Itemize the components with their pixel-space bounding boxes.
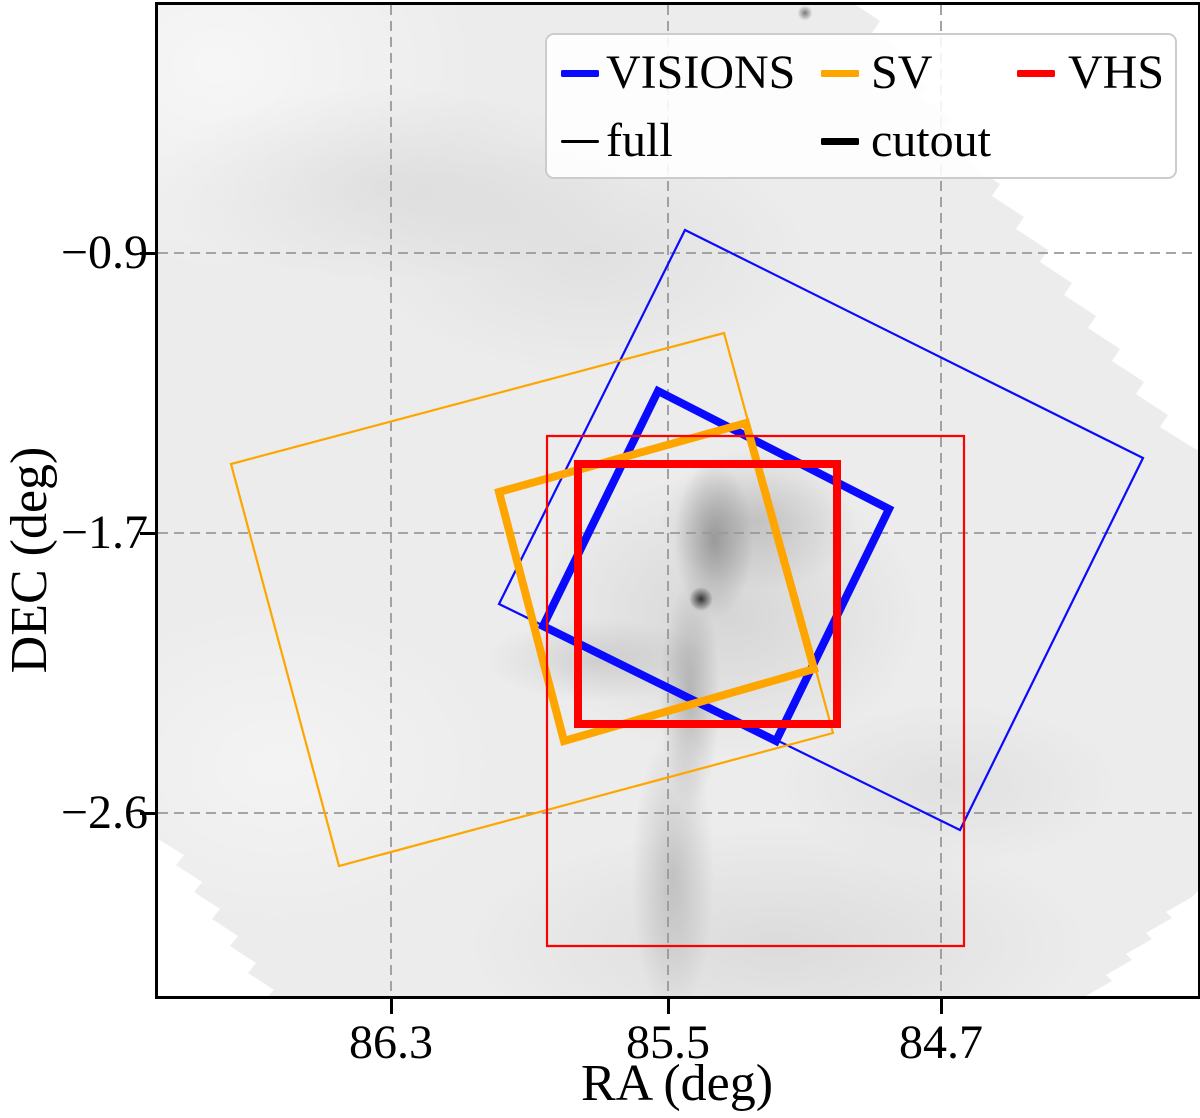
x-tick-label: 85.5	[626, 1016, 710, 1069]
x-tick-label: 84.7	[899, 1016, 983, 1069]
legend-label-full: full	[606, 114, 673, 167]
sky-edge-bottom-left	[158, 839, 308, 996]
x-tick-mark	[666, 999, 670, 1014]
x-tick-mark	[939, 999, 943, 1014]
y-tick-label: −2.6	[60, 786, 148, 839]
legend-swatch-vhs	[1017, 69, 1055, 77]
footprint-vhs-cutout	[574, 460, 841, 728]
legend-swatch-visions	[561, 69, 599, 77]
x-axis-title: RA (deg)	[580, 1055, 774, 1112]
y-tick-label: −0.9	[60, 226, 148, 279]
legend-label-cutout: cutout	[871, 114, 991, 167]
legend: VISIONS SV VHS full cutout	[545, 33, 1177, 179]
legend-swatch-cutout	[821, 137, 859, 145]
x-tick-label: 86.3	[349, 1016, 433, 1069]
footprint-vhs-full	[545, 434, 966, 948]
legend-swatch-full	[561, 139, 599, 143]
y-axis-title: DEC (deg)	[1, 446, 58, 674]
y-tick-mark	[140, 251, 155, 255]
sky-edge-bottom-right	[1086, 891, 1198, 996]
legend-label-vhs: VHS	[1068, 46, 1165, 99]
legend-label-sv: SV	[871, 46, 933, 99]
y-tick-mark	[140, 531, 155, 535]
x-tick-mark	[389, 999, 393, 1014]
footprint-sv-cutout	[494, 418, 819, 746]
footprint-visions-full	[497, 228, 1145, 832]
legend-label-visions: VISIONS	[606, 46, 796, 99]
legend-swatch-sv	[821, 69, 859, 77]
y-tick-mark	[140, 811, 155, 815]
footprint-sv-full	[229, 331, 835, 868]
y-tick-label: −1.7	[60, 506, 148, 559]
plot-area: VISIONS SV VHS full cutout	[155, 2, 1200, 999]
